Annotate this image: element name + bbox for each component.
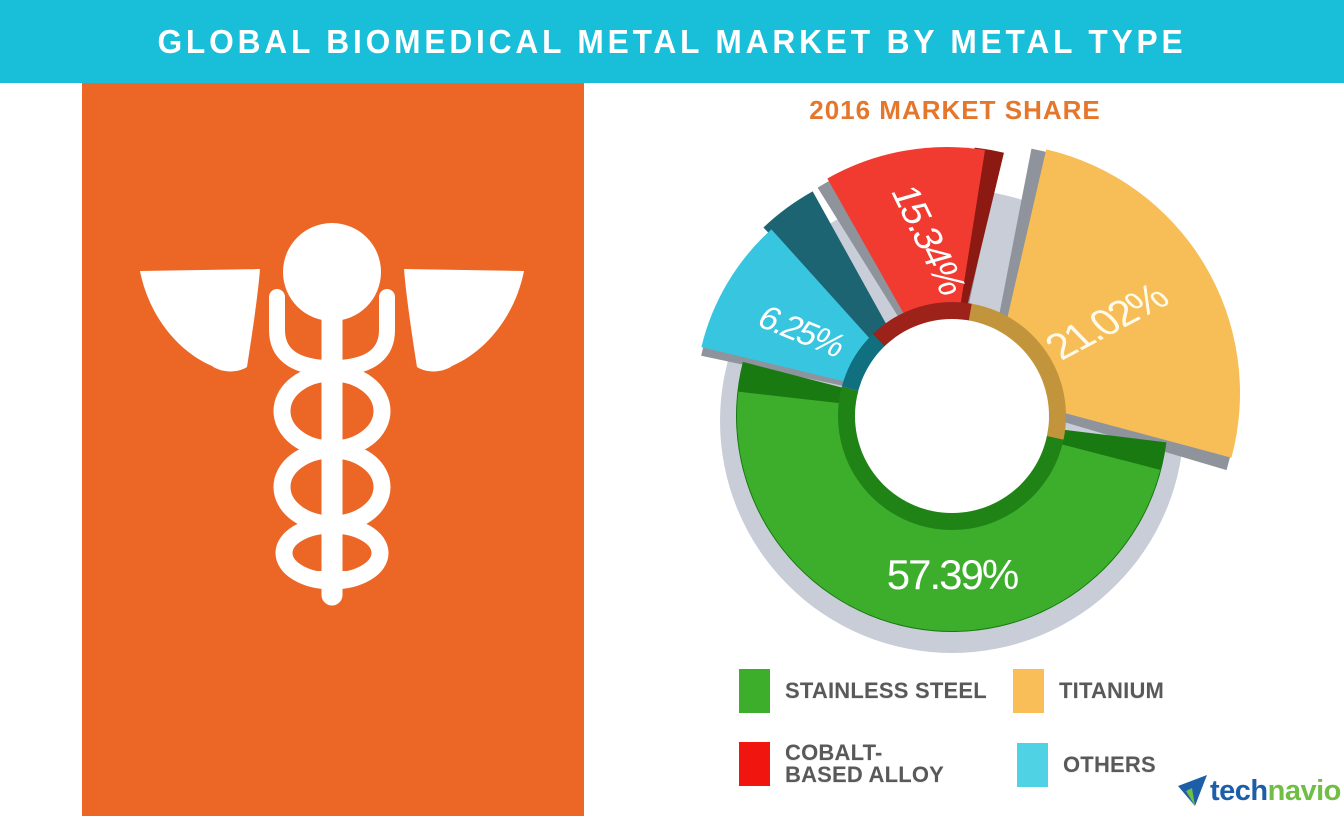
legend-item-others: OTHERS: [1017, 743, 1156, 787]
legend-swatch-titanium: [1013, 669, 1044, 713]
caduceus-icon: [140, 223, 524, 606]
legend-label: OTHERS: [1063, 752, 1156, 777]
chart-subtitle: 2016 MARKET SHARE: [809, 95, 1101, 125]
technavio-arrow-icon: [1178, 775, 1207, 806]
legend-label: TITANIUM: [1059, 678, 1165, 703]
legend-label: COBALT-BASED ALLOY: [785, 740, 945, 787]
legend-swatch-cobalt-based-alloy: [739, 742, 770, 786]
title-banner: GLOBAL BIOMEDICAL METAL MARKET BY METAL …: [0, 0, 1344, 83]
technavio-logo: technavio: [1178, 774, 1341, 808]
slice-label: 57.39%: [887, 551, 1018, 598]
legend-swatch-others: [1017, 743, 1048, 787]
logo-text-navio: navio: [1267, 774, 1342, 807]
medical-image-panel: [82, 83, 584, 816]
legend-item-stainless-steel: STAINLESS STEEL: [739, 669, 987, 713]
technavio-wordmark: technavio: [1210, 775, 1341, 808]
legend-item-cobalt-based-alloy: COBALT-BASED ALLOY: [739, 742, 950, 786]
right-wing: [404, 269, 524, 372]
page-title: GLOBAL BIOMEDICAL METAL MARKET BY METAL …: [157, 22, 1187, 60]
legend-label: STAINLESS STEEL: [785, 678, 987, 703]
caduceus-head: [283, 223, 381, 321]
legend-item-titanium: TITANIUM: [1013, 669, 1164, 713]
logo-text-tech: tech: [1210, 774, 1268, 807]
left-wing: [140, 269, 260, 372]
legend-swatch-stainless-steel: [739, 669, 770, 713]
